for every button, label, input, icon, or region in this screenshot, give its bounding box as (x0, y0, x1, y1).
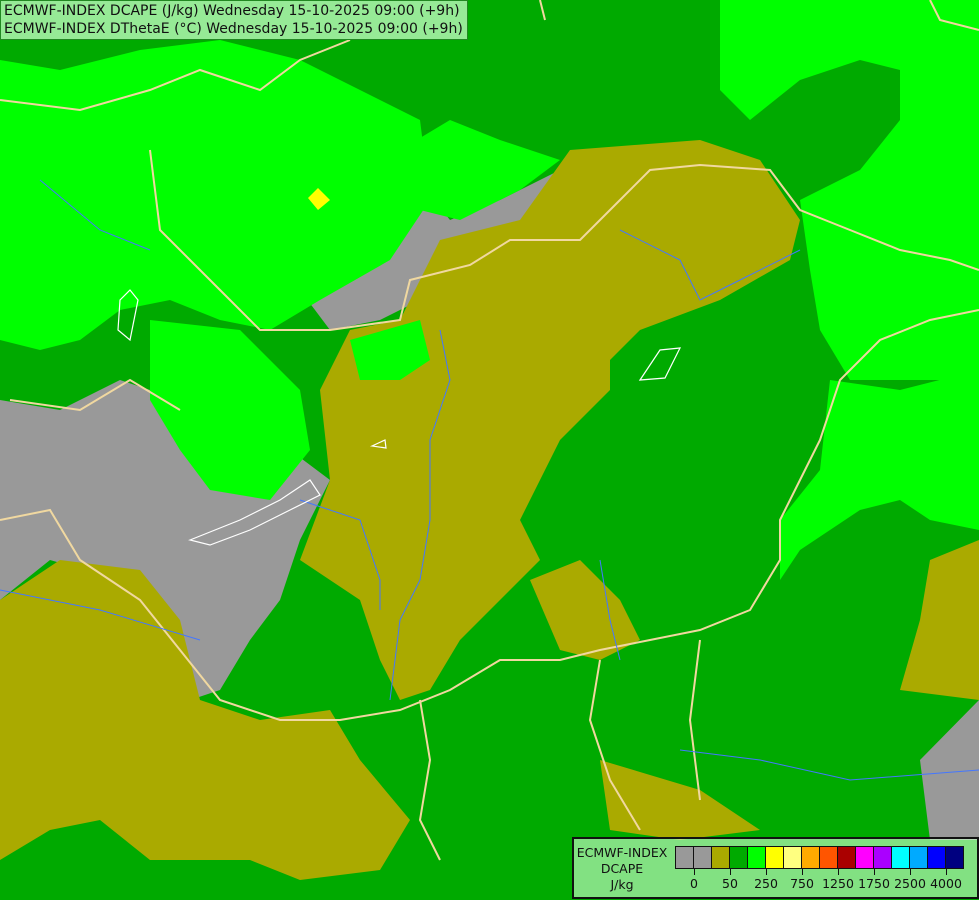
legend-swatch (856, 847, 874, 868)
region-green-north-center (400, 120, 560, 220)
legend-tick-label: 50 (722, 876, 738, 891)
legend-parameter: DCAPE (600, 861, 644, 876)
legend-swatch (874, 847, 892, 868)
legend-tick-label: 750 (790, 876, 814, 891)
legend-tick-label: 1750 (858, 876, 890, 891)
region-yellow-spot (308, 188, 330, 210)
rivers (0, 179, 979, 781)
region-olive-center (300, 140, 800, 700)
legend-tick (946, 869, 947, 875)
title-dcape: ECMWF-INDEX DCAPE (J/kg) Wednesday 15-10… (4, 3, 460, 19)
legend-swatch (802, 847, 820, 868)
region-olive-south-east (600, 760, 760, 840)
region-green-northeast (720, 0, 979, 380)
legend-tick (910, 869, 911, 875)
legend-swatch (676, 847, 694, 868)
legend-tick (874, 869, 875, 875)
legend-tick (766, 869, 767, 875)
legend-label: ECMWF-INDEX DCAPE J/kg (574, 845, 670, 893)
legend-swatch (910, 847, 928, 868)
title-dthetae: ECMWF-INDEX DThetaE (°C) Wednesday 15-10… (4, 21, 463, 37)
legend-tick-label: 1250 (822, 876, 854, 891)
legend-swatch (784, 847, 802, 868)
legend-tick (694, 869, 695, 875)
region-green-northwest (0, 40, 430, 350)
legend-tick-label: 250 (754, 876, 778, 891)
legend-tick-label: 2500 (894, 876, 926, 891)
legend-swatch (928, 847, 946, 868)
legend-swatches (675, 846, 964, 869)
region-green-center-small (350, 320, 430, 380)
legend-tick (838, 869, 839, 875)
country-borders (0, 0, 979, 861)
legend-tick-label: 4000 (930, 876, 962, 891)
color-legend: ECMWF-INDEX DCAPE J/kg 0 50 250 750 1250 1750… (572, 837, 979, 899)
legend-swatch (820, 847, 838, 868)
legend-swatch (748, 847, 766, 868)
legend-swatch (730, 847, 748, 868)
legend-tick-label: 0 (690, 876, 698, 891)
legend-swatch (838, 847, 856, 868)
legend-swatch (694, 847, 712, 868)
region-gray-southeast (920, 700, 979, 840)
region-olive-southcenter (530, 560, 640, 660)
legend-swatch (892, 847, 910, 868)
legend-swatch (946, 847, 963, 868)
region-olive-southwest (0, 560, 410, 880)
lake-outline (117, 289, 682, 546)
legend-swatch (712, 847, 730, 868)
region-green-west-mid (150, 320, 310, 500)
legend-tick (802, 869, 803, 875)
legend-swatch (766, 847, 784, 868)
region-green-east (780, 370, 979, 580)
region-olive-east (900, 540, 979, 700)
legend-unit: J/kg (610, 877, 634, 892)
map-title-box: ECMWF-INDEX DCAPE (J/kg) Wednesday 15-10… (0, 0, 468, 40)
legend-model: ECMWF-INDEX (576, 845, 668, 860)
legend-tick (730, 869, 731, 875)
